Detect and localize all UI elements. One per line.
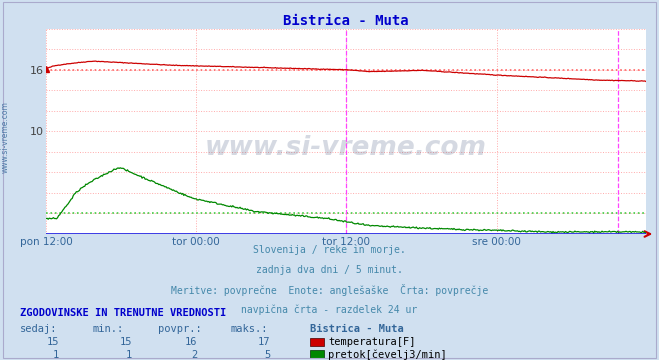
Text: 15: 15 [119,337,132,347]
Text: www.si-vreme.com: www.si-vreme.com [1,101,10,173]
Text: Meritve: povprečne  Enote: anglešaške  Črta: povprečje: Meritve: povprečne Enote: anglešaške Črt… [171,284,488,296]
Text: ZGODOVINSKE IN TRENUTNE VREDNOSTI: ZGODOVINSKE IN TRENUTNE VREDNOSTI [20,308,226,318]
Text: 5: 5 [264,350,270,360]
Text: 17: 17 [258,337,270,347]
Text: Bistrica - Muta: Bistrica - Muta [310,324,403,334]
Text: povpr.:: povpr.: [158,324,202,334]
Text: maks.:: maks.: [231,324,268,334]
Text: Slovenija / reke in morje.: Slovenija / reke in morje. [253,245,406,255]
Text: sedaj:: sedaj: [20,324,57,334]
Text: www.si-vreme.com: www.si-vreme.com [205,135,487,161]
Text: 16: 16 [185,337,198,347]
Text: 2: 2 [192,350,198,360]
Text: zadnja dva dni / 5 minut.: zadnja dva dni / 5 minut. [256,265,403,275]
Text: pretok[čevelj3/min]: pretok[čevelj3/min] [328,350,447,360]
Text: 1: 1 [126,350,132,360]
Text: min.:: min.: [92,324,123,334]
Text: 1: 1 [53,350,59,360]
Text: temperatura[F]: temperatura[F] [328,337,416,347]
Text: navpična črta - razdelek 24 ur: navpična črta - razdelek 24 ur [241,304,418,315]
Text: 15: 15 [47,337,59,347]
Title: Bistrica - Muta: Bistrica - Muta [283,14,409,28]
